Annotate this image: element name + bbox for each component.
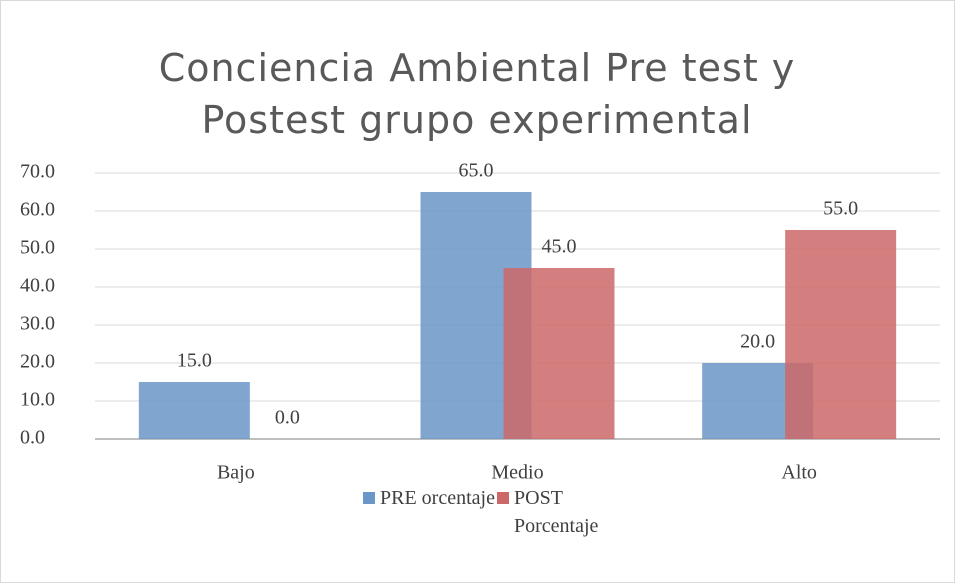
chart-title: Conciencia Ambiental Pre test y Postest … [158,46,796,142]
legend-swatch [363,492,375,504]
data-label: 20.0 [740,331,775,353]
x-tick-label: Alto [781,462,817,484]
legend-item: POST Porcentaje [497,484,632,540]
data-label: 15.0 [177,350,212,372]
data-label: 55.0 [823,198,858,220]
bar [503,268,615,439]
data-label: 45.0 [542,236,577,258]
legend-label: POST Porcentaje [514,487,599,537]
y-tick-label: 20.0 [20,351,55,373]
y-tick-label: 50.0 [20,237,55,259]
y-tick-label: 30.0 [20,313,55,335]
bar [785,230,897,439]
y-tick-label: 10.0 [20,389,55,411]
data-label: 65.0 [459,160,494,182]
legend-swatch [497,492,509,504]
y-tick-label: 70.0 [20,161,55,183]
legend-item: PRE orcentaje [363,484,498,512]
x-tick-label: Bajo [217,462,255,484]
data-label: 0.0 [275,407,300,429]
x-tick-label: Medio [491,462,543,484]
bar [138,382,250,439]
y-tick-label: 0.0 [20,427,45,449]
y-tick-label: 40.0 [20,275,55,297]
y-tick-label: 60.0 [20,199,55,221]
legend-label: PRE orcentaje [380,487,495,509]
